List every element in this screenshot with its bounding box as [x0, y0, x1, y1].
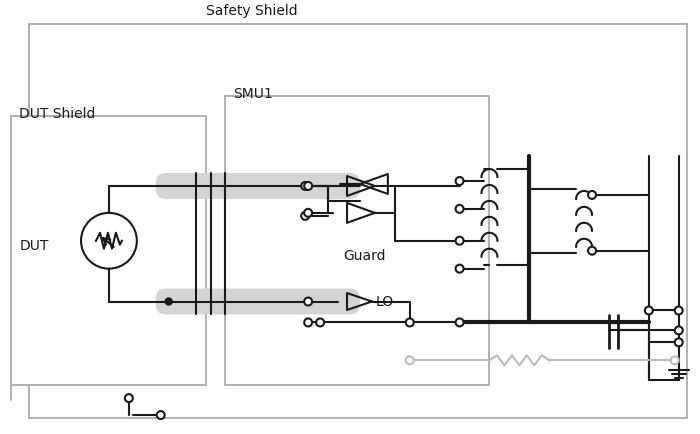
Circle shape — [304, 209, 312, 217]
Circle shape — [675, 306, 682, 315]
Text: DUT: DUT — [20, 239, 49, 253]
Bar — [11, 116, 206, 385]
Circle shape — [304, 182, 312, 190]
Circle shape — [456, 319, 463, 326]
Circle shape — [301, 182, 309, 190]
Circle shape — [301, 212, 309, 220]
Text: LO: LO — [376, 295, 394, 309]
Circle shape — [675, 339, 682, 346]
Circle shape — [125, 394, 133, 402]
Circle shape — [456, 265, 463, 273]
Circle shape — [81, 213, 136, 269]
Text: Safety Shield: Safety Shield — [206, 3, 298, 18]
Circle shape — [588, 247, 596, 255]
Circle shape — [645, 306, 653, 315]
Bar — [225, 96, 489, 385]
Circle shape — [588, 191, 596, 199]
Circle shape — [456, 237, 463, 245]
Circle shape — [456, 205, 463, 213]
Circle shape — [157, 411, 164, 419]
FancyBboxPatch shape — [156, 289, 360, 315]
Circle shape — [406, 356, 414, 364]
Circle shape — [316, 319, 324, 326]
FancyBboxPatch shape — [156, 173, 360, 199]
Circle shape — [675, 326, 682, 334]
Circle shape — [165, 298, 172, 305]
Text: SMU1: SMU1 — [234, 87, 273, 101]
Circle shape — [456, 177, 463, 185]
Circle shape — [304, 298, 312, 306]
Text: Guard: Guard — [344, 249, 386, 263]
Circle shape — [304, 319, 312, 326]
Circle shape — [671, 356, 679, 364]
Text: DUT Shield: DUT Shield — [20, 107, 96, 121]
Circle shape — [406, 319, 414, 326]
